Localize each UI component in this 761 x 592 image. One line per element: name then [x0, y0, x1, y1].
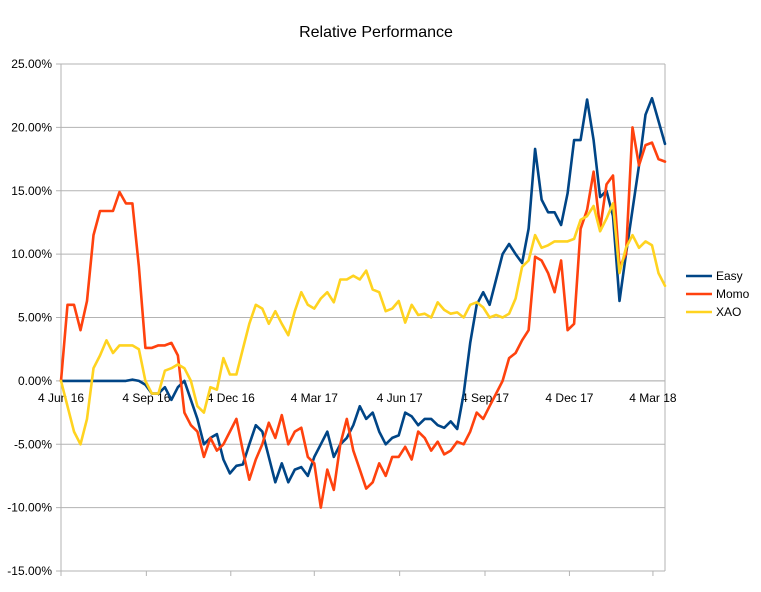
series-line-easy [59, 96, 667, 484]
legend: Easy Momo XAO [686, 269, 750, 319]
x-tick-label: 4 Sep 16 [122, 391, 170, 405]
x-tick-label: 4 Jun 16 [38, 391, 84, 405]
series-line-momo [59, 126, 667, 509]
x-axis-tick-labels: 4 Jun 16 4 Sep 16 4 Dec 16 4 Mar 17 4 Jun 17… [38, 391, 677, 405]
x-tick-label: 4 Dec 16 [207, 391, 255, 405]
x-tick-label: 4 Mar 17 [291, 391, 339, 405]
y-tick-label: -10.00% [7, 501, 52, 515]
y-tick-label: 20.00% [11, 120, 52, 134]
x-tick-label: 4 Sep 17 [461, 391, 509, 405]
y-tick-label: -5.00% [14, 437, 52, 451]
y-tick-label: 25.00% [11, 57, 52, 71]
x-tick-label: 4 Jun 17 [377, 391, 423, 405]
legend-label-momo: Momo [716, 287, 750, 301]
x-tick-label: 4 Mar 18 [629, 391, 677, 405]
series-lines [59, 96, 667, 509]
legend-label-easy: Easy [716, 269, 743, 283]
y-tick-label: 10.00% [11, 247, 52, 261]
y-tick-label: 0.00% [18, 374, 52, 388]
x-tick-label: 4 Dec 17 [545, 391, 593, 405]
legend-label-xao: XAO [716, 305, 741, 319]
series-line-xao [59, 202, 667, 446]
y-axis-tick-labels: 25.00% 20.00% 15.00% 10.00% 5.00% 0.00% -5.00%… [7, 57, 52, 578]
y-tick-label: 15.00% [11, 184, 52, 198]
chart-title: Relative Performance [299, 24, 453, 41]
y-tick-label: 5.00% [18, 311, 52, 325]
y-tick-label: -15.00% [7, 564, 52, 578]
